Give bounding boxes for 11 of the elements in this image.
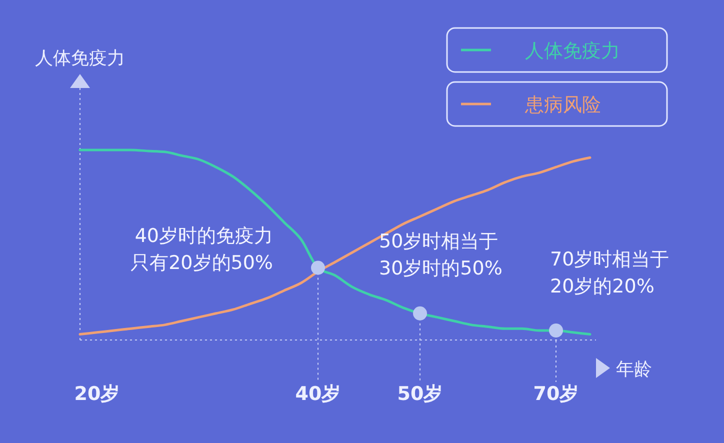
x-tick-label: 50岁 (397, 383, 443, 405)
x-tick-label: 40岁 (295, 383, 341, 405)
x-axis-title: 年龄 (616, 359, 652, 380)
x-tick-label: 20岁 (74, 383, 120, 405)
legend-label: 人体免疫力 (525, 40, 620, 62)
legend-label: 患病风险 (524, 94, 601, 116)
annotation: 50岁时相当于30岁时的50% (379, 230, 502, 280)
annotation: 40岁时的免疫力只有20岁的50% (130, 224, 273, 274)
annotation: 70岁时相当于20岁的20% (550, 248, 670, 298)
y-axis-title: 人体免疫力 (35, 48, 125, 69)
x-tick-label: 70岁 (533, 383, 579, 405)
